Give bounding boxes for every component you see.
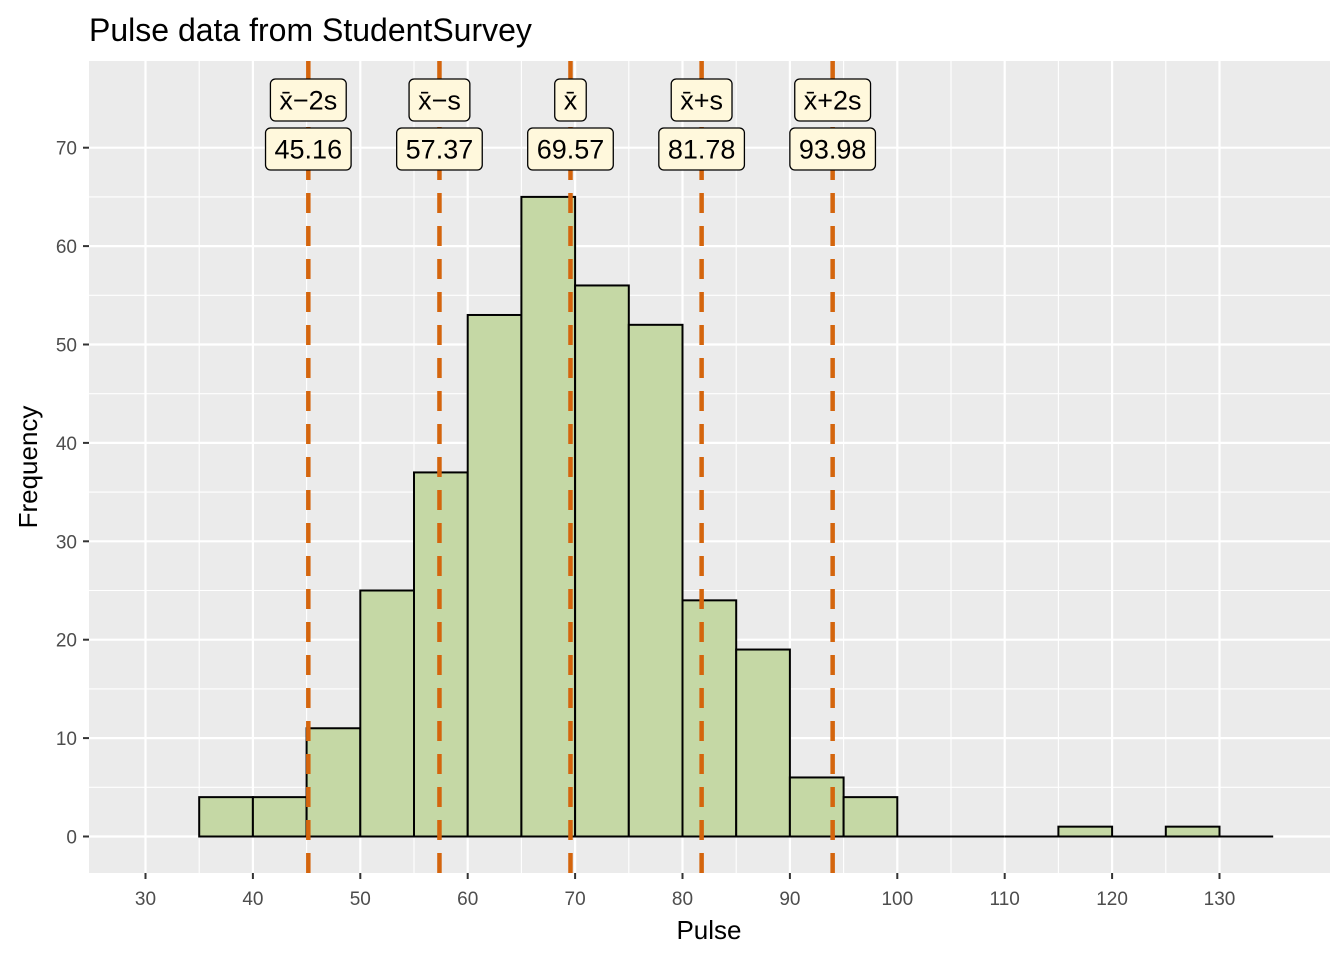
x-tick-label: 120 — [1096, 889, 1128, 910]
reference-symbol-label-box — [408, 78, 471, 122]
y-axis-title: Frequency — [13, 406, 43, 529]
x-tick-label: 50 — [350, 889, 371, 910]
reference-symbol-label-group: x̄+s — [670, 78, 733, 122]
reference-value-label: 81.78 — [668, 135, 736, 165]
x-tick-label: 70 — [565, 889, 586, 910]
reference-symbol-label: x̄−s — [418, 86, 461, 116]
x-tick-label: 60 — [457, 889, 478, 910]
histogram-bar — [681, 599, 738, 838]
reference-symbol-label: x̄ — [564, 86, 578, 116]
reference-symbol-label: x̄+s — [680, 86, 723, 116]
x-tick-label: 40 — [242, 889, 263, 910]
reference-lines — [306, 61, 835, 873]
histogram-bar — [305, 727, 362, 838]
x-tick-label: 80 — [672, 889, 693, 910]
histogram-bar — [788, 776, 845, 838]
reference-symbol-label-group: x̄−s — [408, 78, 471, 122]
x-tick-label: 100 — [881, 889, 913, 910]
reference-symbol-label: x̄+2s — [804, 86, 862, 116]
reference-value-label-group: 81.78 — [658, 127, 746, 171]
reference-value-label-box — [264, 127, 352, 171]
reference-symbol-label-group: x̄−2s — [269, 78, 347, 122]
reference-value-label-box — [658, 127, 746, 171]
reference-symbol-label-box — [794, 78, 872, 122]
x-tick-label: 110 — [990, 889, 1020, 910]
histogram-bar — [198, 796, 254, 838]
reference-value-label-group: 69.57 — [527, 127, 614, 171]
histogram-bar — [842, 796, 899, 838]
axes: 30 40 50 60 70 80 90 100 110 120 130 0 10 20 30 40 50 60 7… — [56, 139, 1235, 910]
chart-title: Pulse data from StudentSurvey — [89, 12, 532, 48]
reference-symbol-label-box — [554, 78, 587, 122]
x-tick-label: 30 — [135, 889, 156, 910]
reference-symbol-label: x̄−2s — [279, 86, 337, 116]
x-axis-title: Pulse — [676, 915, 741, 945]
reference-value-label: 45.16 — [275, 135, 343, 165]
histogram-bar — [1057, 825, 1114, 838]
reference-value-label-box — [396, 127, 483, 171]
y-tick-label: 30 — [56, 532, 77, 553]
reference-value-label-group: 57.37 — [396, 127, 483, 171]
histogram-bar — [359, 589, 415, 838]
reference-symbol-label-box — [269, 78, 347, 122]
y-tick-label: 50 — [56, 336, 77, 357]
y-tick-label: 70 — [56, 139, 77, 160]
reference-symbol-label-box — [670, 78, 733, 122]
reference-labels: x̄−2s 45.16 x̄−s 57.37 x̄ 69.57 x̄+s 81.78 x̄+2s… — [264, 78, 877, 171]
histogram-bar — [520, 195, 577, 838]
y-tick-label: 0 — [66, 828, 77, 849]
reference-value-label: 93.98 — [799, 135, 867, 165]
reference-symbol-label-group: x̄ — [554, 78, 587, 122]
y-tick-label: 40 — [56, 434, 77, 455]
y-tick-label: 10 — [56, 729, 77, 750]
histogram-bar — [251, 796, 308, 838]
x-tick-label: 90 — [779, 889, 800, 910]
reference-value-label-box — [527, 127, 614, 171]
x-tick-label: 130 — [1204, 889, 1236, 910]
reference-value-label: 69.57 — [537, 135, 605, 165]
histogram-bar — [574, 284, 630, 838]
reference-value-label: 57.37 — [406, 135, 474, 165]
histogram-bar — [735, 648, 791, 838]
reference-symbol-label-group: x̄+2s — [794, 78, 872, 122]
reference-value-label-group: 45.16 — [264, 127, 352, 171]
y-tick-label: 60 — [56, 237, 77, 258]
reference-value-label-group: 93.98 — [789, 127, 877, 171]
histogram-bar — [627, 323, 684, 838]
reference-value-label-box — [789, 127, 877, 171]
y-tick-label: 20 — [56, 631, 77, 652]
histogram-bar — [1164, 825, 1221, 838]
histogram-bar — [466, 313, 523, 838]
